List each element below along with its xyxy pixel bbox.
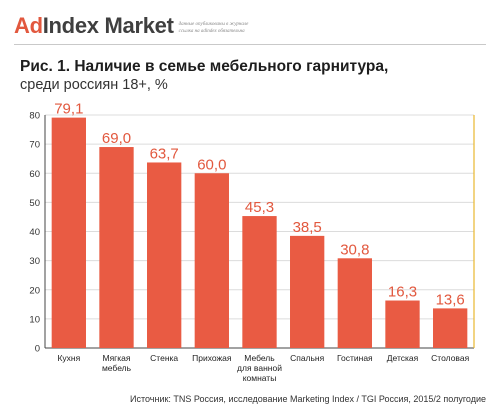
bar-value-label: 38,5 — [293, 219, 322, 236]
category-label-line: Мягкая — [102, 353, 130, 363]
bar-value-label: 79,1 — [54, 101, 83, 118]
y-tick-label: 70 — [29, 140, 40, 151]
category-label: Стенка — [150, 353, 178, 363]
category-label: Спальня — [290, 353, 325, 363]
y-tick-label: 80 — [29, 111, 40, 122]
bar — [51, 117, 86, 348]
logo-tagline-line-1: данные опубликованы в журнале — [178, 22, 249, 27]
category-label-line: Детская — [387, 353, 419, 363]
bar — [385, 300, 420, 348]
bar-value-label: 30,8 — [340, 241, 369, 258]
figure-title: Рис. 1. Наличие в семье мебельного гарни… — [20, 58, 389, 75]
category-label: Мягкая мебель — [102, 353, 132, 373]
category-label: Столовая — [431, 353, 469, 363]
category-label: Кухня — [57, 353, 80, 363]
logo-tagline: данные опубликованы в журнале ссылка на … — [178, 21, 249, 35]
bar — [194, 173, 229, 348]
category-label: Мебель для ванной комнаты — [237, 353, 282, 383]
category-label-line: Кухня — [57, 353, 80, 363]
y-tick-label: 30 — [29, 256, 40, 267]
bar — [99, 147, 134, 348]
adindex-logo: AdIndex Market данные опубликованы в жур… — [14, 14, 249, 38]
category-label-line: Стенка — [150, 353, 178, 363]
category-label-line: мебель — [102, 363, 132, 373]
bar-value-label: 16,3 — [388, 284, 417, 301]
category-label-line: Столовая — [431, 353, 469, 363]
bar-value-label: 60,0 — [197, 156, 226, 173]
category-label-line: для ванной — [237, 363, 282, 373]
category-label: Детская — [387, 353, 419, 363]
bar — [147, 162, 182, 348]
category-label: Гостиная — [337, 353, 373, 363]
y-tick-label: 40 — [29, 227, 40, 238]
bar-value-label: 45,3 — [245, 199, 274, 216]
y-tick-label: 60 — [29, 169, 40, 180]
category-label-line: Гостиная — [337, 353, 373, 363]
category-label: Прихожая — [192, 353, 232, 363]
y-tick-label: 0 — [35, 344, 40, 355]
y-tick-label: 10 — [29, 314, 40, 325]
category-label-line: Спальня — [290, 353, 325, 363]
y-tick-label: 20 — [29, 285, 40, 296]
figure-subtitle: среди россиян 18+, % — [20, 77, 168, 93]
y-tick-label: 50 — [29, 198, 40, 209]
bar — [242, 216, 277, 348]
bar-value-label: 63,7 — [150, 145, 179, 162]
category-label-line: Мебель — [244, 353, 275, 363]
bar — [433, 308, 468, 348]
logo-wordmark: AdIndex Market — [14, 14, 174, 38]
bar-value-label: 13,6 — [436, 291, 465, 308]
bar — [290, 235, 325, 348]
logo-tagline-line-2: ссылка на adindex обязательна — [178, 29, 245, 34]
source-note: Источник: TNS Россия, исследование Marke… — [130, 394, 486, 404]
header-divider — [14, 44, 486, 45]
bar-value-label: 69,0 — [102, 130, 131, 147]
category-label-line: комнаты — [243, 373, 277, 383]
bar — [337, 258, 372, 348]
category-label-line: Прихожая — [192, 353, 232, 363]
logo-index-market: Index Market — [42, 13, 174, 38]
logo-ad: Ad — [14, 13, 43, 38]
